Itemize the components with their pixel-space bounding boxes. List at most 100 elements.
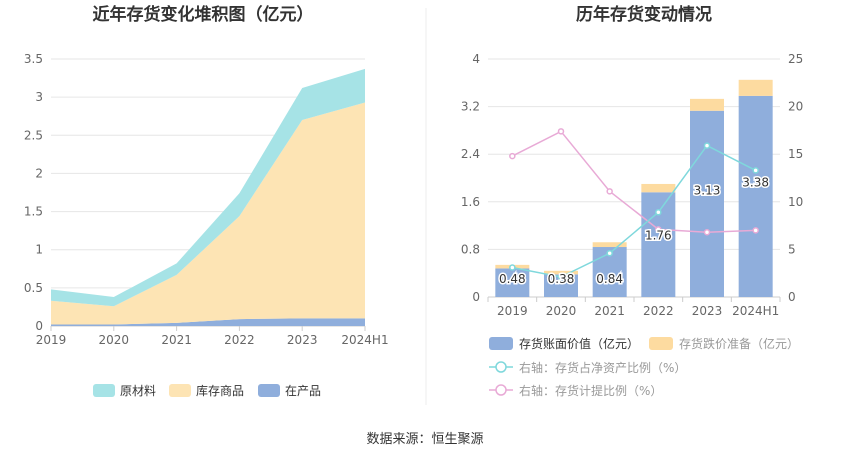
- point-ratio: [752, 167, 759, 174]
- legend-item-raw[interactable]: 原材料: [93, 384, 156, 398]
- left-chart: 近年存货变化堆积图（亿元） 00.511.522.533.5 2019 2020 2…: [24, 4, 389, 398]
- bar-book-value: [738, 95, 773, 297]
- left-x-ticks: 2019 2020 2021 2022 2023 2024H1: [36, 326, 389, 347]
- line-provision: [511, 130, 756, 234]
- area-raw: [51, 68, 365, 307]
- left-y-tick-label: 1.5: [24, 205, 43, 219]
- left-y-ticks: 0 0.5 1 1.5 2 2.5 3 3.5: [24, 52, 43, 333]
- right-x-tick-label: 2020: [546, 304, 577, 318]
- right-y-ticks-left: 0 0.8 1.6 2.4 3.2 4: [461, 52, 480, 304]
- data-source: 数据来源：恒生聚源: [366, 432, 483, 447]
- bar-impairment: [544, 270, 578, 275]
- left-y-tick-label: 1: [35, 243, 43, 257]
- left-x-tick-label: 2024H1: [341, 333, 388, 347]
- left-y-tick-label: 3.5: [24, 52, 43, 66]
- legend-label-wip: 在产品: [285, 384, 321, 398]
- bar-data-label: 0.84: [596, 272, 623, 286]
- left-y-tick-label: 0: [35, 319, 43, 333]
- right-bar-labels: 0.48 0.38 0.84 1.76 3.13 3.38: [497, 174, 770, 288]
- point-ratio: [509, 264, 516, 271]
- legend-label-raw: 原材料: [120, 384, 156, 398]
- point-ratio: [606, 249, 613, 257]
- bar-book-value: [690, 110, 724, 297]
- legend-item-impairment[interactable]: 存货跌价准备（亿元）: [649, 336, 799, 351]
- legend-label-impairment: 存货跌价准备（亿元）: [679, 336, 799, 351]
- right-chart: 历年存货变动情况 0.48 0.38 0.84 1.76 3.13 3.38 0 0.8 1.…: [461, 4, 803, 398]
- bar-impairment: [738, 79, 773, 96]
- point-provision: [606, 188, 613, 195]
- left-y-tick-label: 3: [35, 90, 43, 104]
- point-ratio: [655, 209, 662, 216]
- point-ratio: [557, 273, 565, 281]
- right-y2-tick-label: 5: [788, 242, 796, 256]
- legend-swatch-raw: [93, 384, 115, 397]
- right-y-tick-label: 3.2: [461, 100, 480, 114]
- area-finished: [51, 102, 365, 325]
- legend-label-finished: 库存商品: [196, 383, 244, 398]
- right-x-tick-label: 2021: [594, 304, 625, 318]
- legend-label-provision: 右轴：存货计提比例（%）: [519, 383, 662, 398]
- right-x-tick-label: 2019: [497, 304, 528, 318]
- right-lines: [509, 128, 759, 281]
- right-y-tick-label: 1.6: [461, 195, 480, 209]
- point-provision: [752, 227, 759, 234]
- legend-swatch-wip: [258, 384, 280, 397]
- point-provision: [509, 152, 516, 160]
- point-ratio: [703, 142, 711, 149]
- point-provision: [655, 226, 662, 233]
- right-y-tick-label: 4: [472, 52, 480, 66]
- legend-item-wip[interactable]: 在产品: [258, 384, 321, 398]
- right-grid: [488, 58, 780, 298]
- legend-item-book-value[interactable]: 存货账面价值（亿元）: [489, 336, 639, 351]
- right-legend: 存货账面价值（亿元） 存货跌价准备（亿元） 右轴：存货占净资产比例（%） 右轴：…: [489, 336, 799, 398]
- left-x-tick-label: 2023: [287, 333, 318, 347]
- left-y-tick-label: 2.5: [24, 128, 43, 142]
- legend-marker-ratio: [495, 361, 507, 373]
- left-areas: [51, 68, 365, 326]
- right-y2-tick-label: 15: [788, 147, 803, 161]
- bar-impairment: [641, 183, 676, 193]
- right-x-tick-label: 2022: [643, 304, 674, 318]
- legend-marker-provision: [495, 384, 507, 396]
- line-ratio: [512, 144, 757, 278]
- left-y-tick-label: 0.5: [24, 281, 43, 295]
- legend-swatch-impairment: [649, 337, 673, 350]
- left-x-tick-label: 2020: [99, 333, 130, 347]
- left-chart-title: 近年存货变化堆积图（亿元）: [93, 4, 314, 25]
- left-x-tick-label: 2021: [161, 333, 192, 347]
- bar-impairment: [592, 242, 627, 248]
- right-y-tick-label: 0: [472, 290, 480, 304]
- legend-swatch-finished: [169, 384, 191, 397]
- left-legend: 原材料 库存商品 在产品: [93, 383, 321, 398]
- legend-item-finished[interactable]: 库存商品: [169, 383, 244, 398]
- point-provision: [703, 229, 711, 236]
- bar-data-label: 1.76: [645, 228, 672, 242]
- legend-label-ratio: 右轴：存货占净资产比例（%）: [519, 360, 686, 375]
- right-chart-title: 历年存货变动情况: [576, 4, 712, 25]
- legend-label-book-value: 存货账面价值（亿元）: [519, 336, 639, 351]
- right-y2-tick-label: 20: [788, 100, 803, 114]
- legend-swatch-book-value: [489, 337, 513, 350]
- bar-book-value: [544, 274, 578, 297]
- right-y2-tick-label: 10: [788, 195, 803, 209]
- right-y-tick-label: 0.8: [461, 242, 480, 256]
- legend-item-ratio[interactable]: 右轴：存货占净资产比例（%）: [489, 360, 686, 375]
- left-x-tick-label: 2022: [224, 333, 255, 347]
- bar-impairment: [690, 98, 724, 111]
- right-x-tick-label: 2023: [692, 304, 723, 318]
- bar-book-value: [495, 268, 530, 297]
- left-x-tick-label: 2019: [36, 333, 67, 347]
- right-x-ticks: 2019 2020 2021 2022 2023 2024H1: [487, 297, 781, 318]
- point-provision: [557, 128, 565, 135]
- bar-data-label: 3.13: [694, 184, 721, 198]
- left-y-tick-label: 2: [35, 166, 43, 180]
- right-bars: [495, 79, 773, 297]
- bar-book-value: [641, 192, 676, 297]
- right-x-tick-label: 2024H1: [732, 304, 779, 318]
- right-y2-tick-label: 25: [788, 52, 803, 66]
- bar-data-label: 3.38: [742, 175, 769, 189]
- legend-item-provision[interactable]: 右轴：存货计提比例（%）: [489, 383, 662, 398]
- area-wip: [51, 318, 365, 326]
- right-y-ticks-right: 0 5 10 15 20 25: [788, 52, 803, 304]
